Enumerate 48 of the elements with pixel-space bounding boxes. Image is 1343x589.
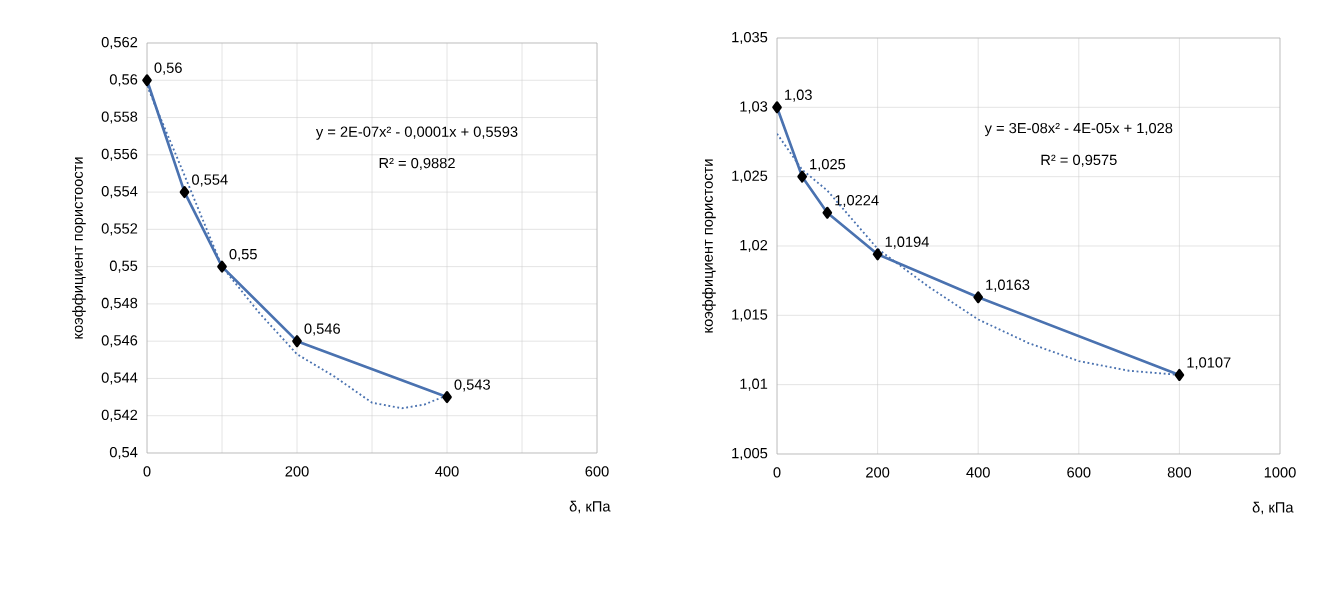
x-tick-label: 200 [866,467,890,478]
x-tick-label: 200 [285,466,309,477]
x-tick-label: 600 [1067,467,1091,478]
y-tick-label: 0,558 [101,111,138,124]
y-tick-label: 0,542 [101,409,138,422]
data-label: 1,025 [810,158,846,172]
y-tick-label: 1,02 [740,239,768,253]
y-axis-title: коэффициент пористости [702,159,716,333]
y-tick-label: 1,015 [732,309,768,322]
y-tick-label: 1,005 [732,447,768,461]
x-tick-label: 400 [966,467,990,478]
data-label: 0,546 [304,323,340,336]
x-axis-title: δ, кПа [1252,501,1294,515]
y-tick-label: 0,544 [101,372,138,385]
x-tick-label: 1000 [1264,467,1296,478]
data-label: 0,543 [454,379,490,392]
y-tick-label: 1,025 [732,170,768,183]
y-tick-label: 1,01 [740,378,768,391]
data-label: 0,56 [154,62,182,75]
annotation: R² = 0,9882 [379,157,455,171]
data-label: 1,0107 [1187,357,1231,370]
y-tick-label: 0,562 [101,36,138,50]
data-label: 1,0194 [885,236,929,249]
y-tick-label: 0,556 [101,148,138,161]
x-tick-label: 400 [435,466,459,477]
y-tick-label: 0,56 [109,74,138,87]
y-tick-label: 0,548 [101,297,138,310]
x-tick-label: 0 [143,466,151,477]
y-tick-label: 1,035 [732,31,768,45]
y-tick-label: 0,55 [109,260,138,273]
annotation: R² = 0,9575 [1041,154,1117,167]
y-axis-title: коэффициент пористоости [72,157,86,339]
data-label: 0,55 [229,248,257,262]
annotation: y = 2E-07x² - 0,0001x + 0,5593 [315,126,518,140]
x-tick-label: 800 [1167,467,1192,478]
y-tick-label: 0,554 [101,186,138,199]
annotation: y = 3E-08x² - 4E-05x + 1,028 [984,122,1173,137]
y-tick-label: 1,03 [740,101,768,114]
data-label: 1,0224 [835,195,879,208]
x-axis-title: δ, кПа [569,500,611,514]
y-tick-label: 0,54 [109,446,138,460]
data-label: 0,554 [192,174,228,187]
data-label: 1,03 [785,89,812,102]
data-label: 1,0163 [986,279,1030,292]
y-tick-label: 0,546 [101,335,138,348]
x-tick-label: 0 [773,467,781,478]
y-tick-label: 0,552 [101,223,138,236]
x-tick-label: 600 [585,466,609,477]
